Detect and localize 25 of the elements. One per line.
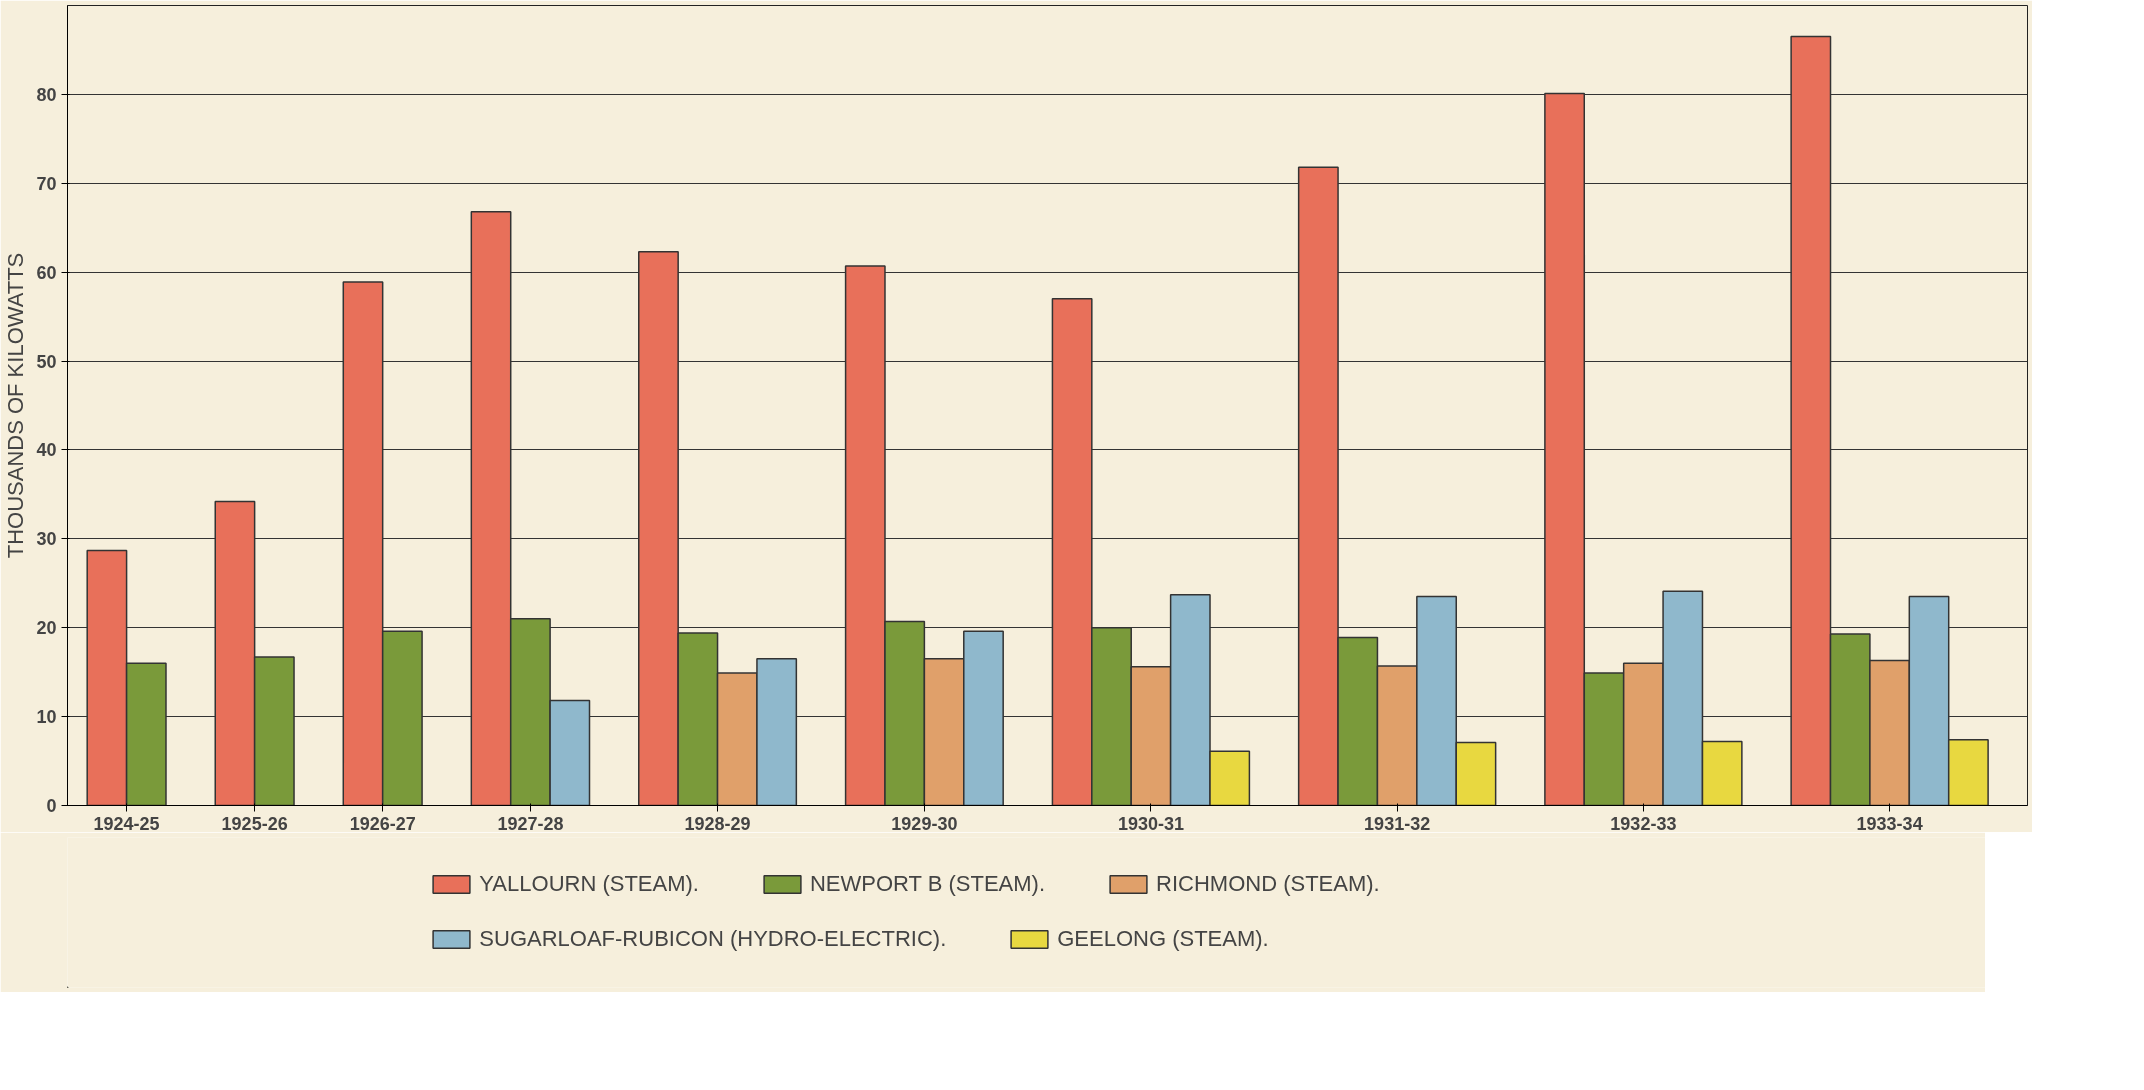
- y-tick-label: 0: [46, 796, 57, 816]
- x-tick-label: 1924-25: [93, 813, 160, 834]
- x-tick-label: 1932-33: [1610, 813, 1677, 834]
- y-tick-label: 50: [36, 351, 57, 372]
- y-tick-label: 60: [36, 262, 57, 283]
- legend-label: GEELONG (STEAM).: [1057, 926, 1269, 952]
- y-tick-label: 30: [36, 529, 57, 550]
- x-tick-label: 1928-29: [684, 813, 751, 834]
- x-tick-label: 1929-30: [891, 813, 958, 834]
- x-tick-label: 1930-31: [1117, 813, 1184, 834]
- legend-label: RICHMOND (STEAM).: [1156, 871, 1380, 897]
- legend-label: YALLOURN (STEAM).: [479, 871, 699, 897]
- x-tick-label: 1927-28: [497, 813, 564, 834]
- y-tick-label: 40: [36, 440, 57, 461]
- legend-label: SUGARLOAF-RUBICON (HYDRO-ELECTRIC).: [479, 926, 947, 952]
- y-tick-label: 70: [36, 173, 57, 194]
- y-tick-label: 80: [36, 84, 57, 105]
- x-tick-label: 1925-26: [221, 813, 288, 834]
- x-tick-label: 1931-32: [1364, 813, 1431, 834]
- x-tick-label: 1933-34: [1856, 813, 1923, 834]
- legend-label: NEWPORT B (STEAM).: [809, 871, 1046, 897]
- x-tick-label: 1926-27: [349, 813, 416, 834]
- y-axis-title: THOUSANDS OF KILOWATTS: [3, 252, 29, 559]
- y-tick-label: 20: [36, 618, 57, 639]
- y-tick-label: 10: [36, 707, 57, 728]
